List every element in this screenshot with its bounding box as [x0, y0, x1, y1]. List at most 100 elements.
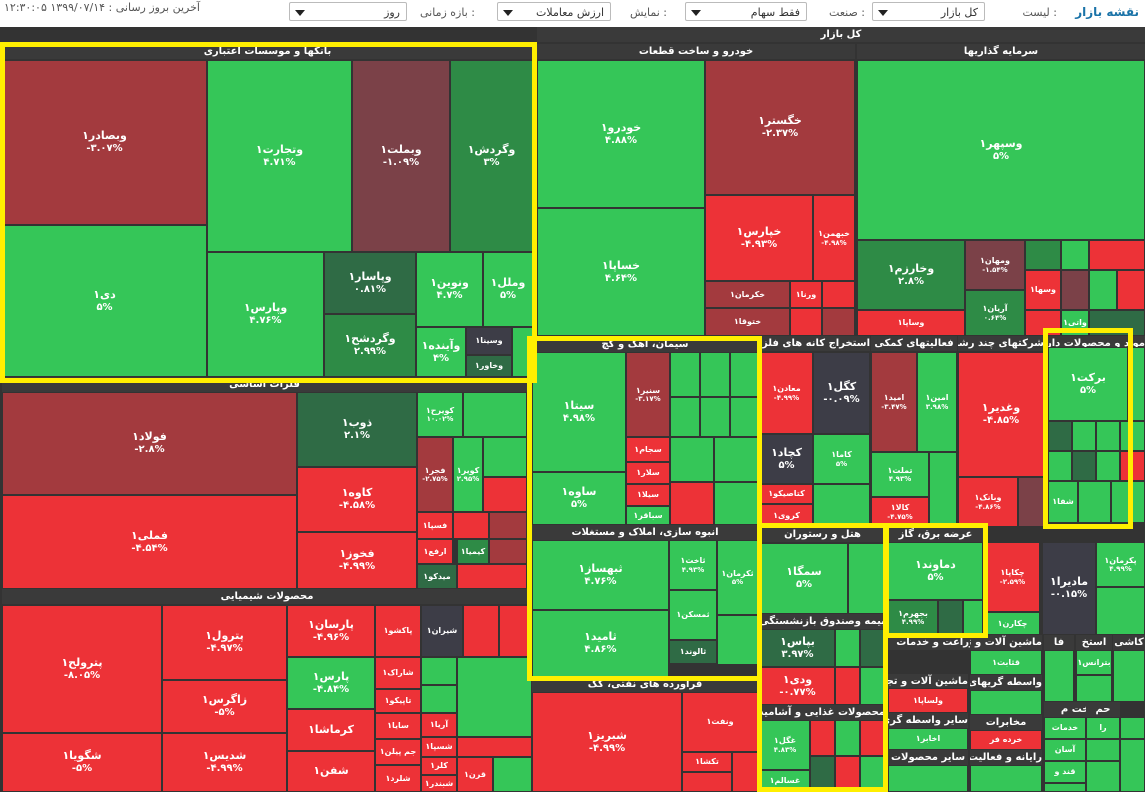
- tile-tashk[interactable]: قثابت۱: [970, 650, 1042, 675]
- sector-header-agriculture[interactable]: زراعت و خدمات: [888, 635, 983, 650]
- tile-fkhoz[interactable]: فخوز۱ -۴.۹۹%: [297, 532, 417, 589]
- tile-kama[interactable]: کاما۱ ۵%: [813, 434, 870, 484]
- tile-kchad[interactable]: کچاد۱ ۵%: [760, 434, 813, 484]
- sector-header-estkh[interactable]: فا: [1044, 635, 1074, 650]
- tile-vslpa[interactable]: اخابر۱: [888, 728, 968, 750]
- tile-madira[interactable]: مادیرا۱ -۰.۱۵%: [1042, 542, 1096, 635]
- tile-zob[interactable]: ذوب۱ ۲.۱%: [297, 392, 417, 467]
- tile-small[interactable]: [860, 667, 885, 705]
- tile-vgardeshh[interactable]: وگردشح۱ ۲.۹۹%: [324, 314, 416, 377]
- tile-vbmelat[interactable]: وبملت۱ -۱.۰۹%: [352, 60, 450, 252]
- tile-arian[interactable]: آریان۱ ۰.۶۴%: [965, 290, 1025, 336]
- tile-thmaskan[interactable]: ثمسکن۱: [669, 590, 717, 640]
- tile-small[interactable]: [1072, 451, 1096, 481]
- tile-khbahman[interactable]: خبهمن۱ -۴.۹۸%: [813, 195, 855, 281]
- tile-small[interactable]: [499, 605, 532, 657]
- tile-karvi[interactable]: کروی۱: [760, 504, 813, 527]
- tile-vati[interactable]: واتی۱: [1061, 310, 1089, 336]
- tile-theshaz[interactable]: ثبهساز۱ ۴.۷۶%: [532, 540, 669, 610]
- tile-vkhavar[interactable]: وخاور۱: [466, 355, 512, 377]
- tile-folad[interactable]: فولاد۱ -۲.۸%: [2, 392, 297, 495]
- tile-ghsalam[interactable]: غسالم۱: [760, 770, 810, 792]
- tile-midko[interactable]: میدکو۱: [417, 564, 457, 589]
- tile-small[interactable]: [1113, 650, 1145, 702]
- tile-kave[interactable]: کاوه۱ -۴.۵۸%: [297, 467, 417, 532]
- tile-small[interactable]: [489, 512, 527, 539]
- tile-vtejarat[interactable]: وتجارت۱ ۴.۷۱%: [207, 60, 352, 252]
- tile-small[interactable]: [700, 397, 730, 437]
- tile-small[interactable]: [1120, 451, 1145, 481]
- sector-header-transport[interactable]: کاشی: [1113, 635, 1145, 650]
- tile-small[interactable]: [929, 452, 957, 527]
- tile-sjam[interactable]: سجام۱: [626, 437, 670, 462]
- tile-khkerman[interactable]: خکرمان۱: [705, 281, 790, 308]
- tile-tamid[interactable]: ثامید۱ ۴.۸۶%: [532, 610, 669, 677]
- sector-header-oil[interactable]: فرآورده های نفتی، کک: [532, 677, 758, 692]
- tile-vmahan[interactable]: ومهان۱ -۱.۵۴%: [965, 240, 1025, 290]
- sector-header-manufacturing[interactable]: سایر محصولات: [888, 750, 968, 765]
- sector-header-food[interactable]: محصولات غذایی و آشامیدنی: [760, 705, 885, 720]
- tile-small[interactable]: [670, 397, 700, 437]
- tile-zagros[interactable]: کرماشا۱: [287, 709, 375, 751]
- tile-small[interactable]: [1096, 421, 1120, 451]
- tile-shafn[interactable]: جم پیلن۱: [375, 739, 421, 765]
- tile-bahrm[interactable]: بجهرم۱ ۴.۹۹%: [888, 600, 938, 635]
- tile-small[interactable]: [457, 564, 527, 589]
- tile-small[interactable]: [1078, 481, 1111, 523]
- tile-small[interactable]: [822, 308, 855, 336]
- sector-header-machine[interactable]: ماشین آلات و تجهیزات: [888, 674, 968, 689]
- tile-khorde[interactable]: خدمات: [1044, 717, 1086, 739]
- tile-sava[interactable]: ساوه۱ ۵%: [532, 472, 626, 525]
- sector-header-mokhaberat[interactable]: مخابرات: [970, 715, 1042, 730]
- tile-estkh[interactable]: [1044, 650, 1074, 702]
- tile-small[interactable]: [670, 437, 714, 482]
- tile-ghgol[interactable]: غگل۱ ۴.۸۳%: [760, 720, 810, 770]
- tile-small[interactable]: [1044, 783, 1086, 792]
- tile-vsepehr[interactable]: وسپهر۱ ۵%: [857, 60, 1145, 240]
- tile-chakapa[interactable]: چکاپا۱ -۲.۵۹%: [985, 542, 1040, 612]
- tile-small[interactable]: [1111, 481, 1145, 523]
- tile-pkerman[interactable]: پکرمان۱ ۴.۹۹%: [1096, 542, 1145, 587]
- sector-header-metals[interactable]: فلزات اساسی: [2, 377, 527, 392]
- tile-shafa[interactable]: شفا۱: [1048, 481, 1078, 523]
- sector-header-auto[interactable]: خودرو و ساخت قطعات: [537, 44, 855, 59]
- tile-bterans[interactable]: ولساپا۱: [888, 688, 968, 713]
- tile-fa[interactable]: را: [1086, 717, 1120, 739]
- tile-vbank[interactable]: وبانک۱ -۴.۸۶%: [958, 477, 1018, 527]
- tile-small[interactable]: [730, 397, 758, 437]
- sector-header-mining[interactable]: استخراج کانه های فلزی: [760, 336, 870, 351]
- tile-small[interactable]: [1061, 270, 1089, 310]
- tile-farss[interactable]: پترول۱ -۴.۹۷%: [162, 605, 287, 680]
- tile-asan[interactable]: آسان: [1044, 739, 1086, 761]
- tile-small[interactable]: [790, 308, 822, 336]
- tile-small[interactable]: [489, 539, 527, 564]
- tile-kboreh[interactable]: کویرح۱ ۱۰.۰۲%: [417, 392, 463, 437]
- sector-header-computer[interactable]: رایانه و فعالیت: [970, 750, 1042, 765]
- tile-small[interactable]: [457, 737, 532, 757]
- tile-small[interactable]: [1117, 270, 1145, 310]
- tile-small[interactable]: [835, 667, 860, 705]
- tile-vnft[interactable]: تکشا۱: [682, 752, 732, 772]
- market-map-title[interactable]: نقشه بازار: [1075, 5, 1139, 19]
- tile-tlond[interactable]: ثالوند۱: [669, 640, 717, 664]
- tile-sayna[interactable]: آریا۱: [421, 713, 457, 737]
- tile-sniro[interactable]: سنیر۱ -۳.۱۷%: [626, 352, 670, 437]
- tile-vpasar[interactable]: وپاسار۱ ۰.۸۱%: [324, 252, 416, 314]
- tile-small[interactable]: [493, 757, 532, 792]
- tile-barkat[interactable]: برکت۱ ۵%: [1048, 347, 1128, 421]
- tile-tapiko[interactable]: زاگرس۱ -۵%: [162, 680, 287, 733]
- tile-arfa[interactable]: ارفع۱: [417, 539, 453, 564]
- tile-small[interactable]: [938, 600, 963, 635]
- tile-small[interactable]: [1061, 240, 1089, 270]
- tile-khodro[interactable]: خودرو۱ ۴.۸۸%: [537, 60, 705, 208]
- tile-qrn[interactable]: شبندر۱: [421, 775, 457, 792]
- sector-header-other[interactable]: سایر واسطه گری: [888, 713, 968, 728]
- sector-header-vasete[interactable]: واسطه گریهای مالی: [970, 675, 1042, 690]
- tile-kvir[interactable]: کویر۱ ۲.۹۵%: [453, 437, 483, 512]
- tile-small[interactable]: [1025, 310, 1061, 336]
- tile-shiran[interactable]: پارس۱ -۴.۸۴%: [287, 657, 375, 709]
- tile-shgoya[interactable]: شدیس۱ -۴.۹۹%: [162, 733, 287, 792]
- tile-pakhsho[interactable]: شیران۱: [421, 605, 463, 657]
- tile-small[interactable]: [835, 756, 860, 792]
- tile-slar[interactable]: سلار۱: [626, 462, 670, 484]
